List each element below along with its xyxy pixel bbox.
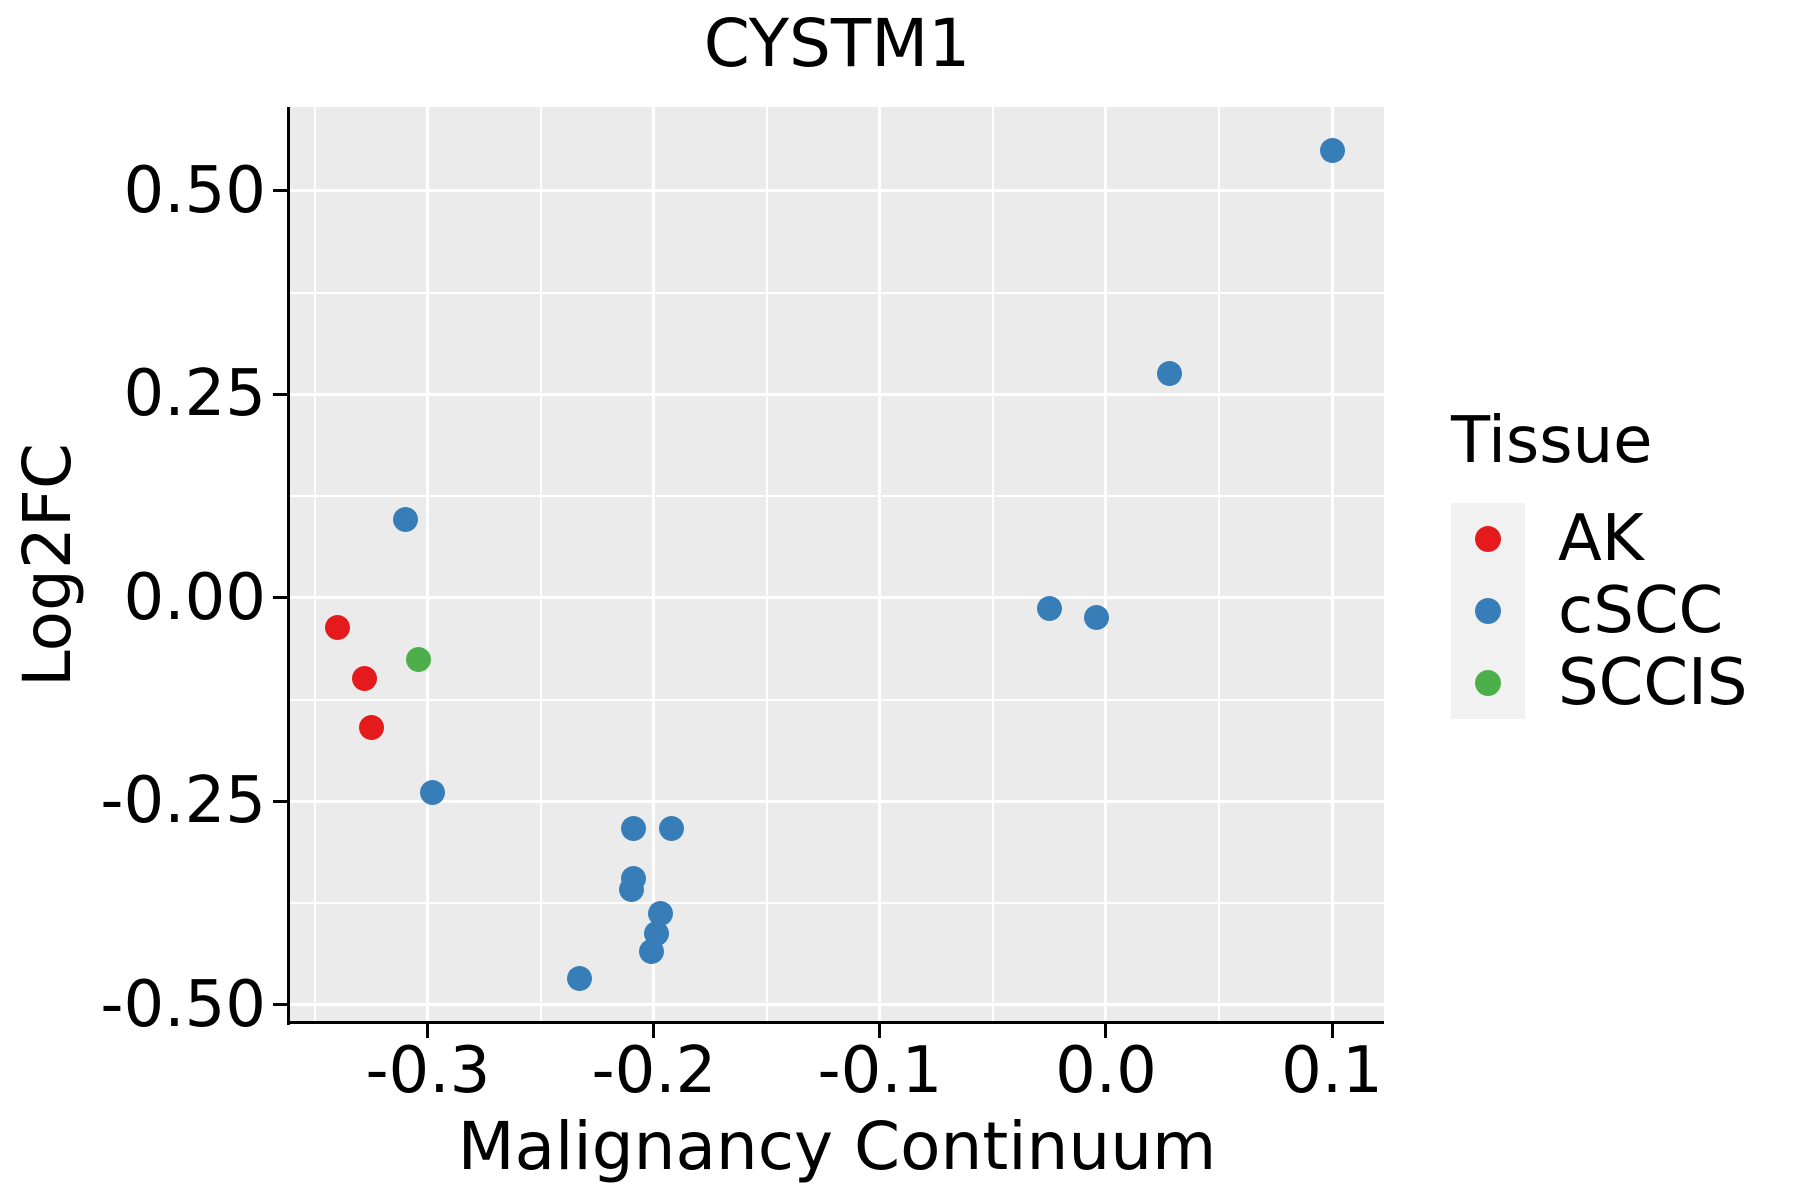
minor-gridline-x (539, 107, 542, 1022)
major-gridline-y (290, 799, 1384, 803)
data-point-cscc (1319, 137, 1345, 163)
x-axis-line (287, 1021, 1384, 1024)
x-tick-mark (1330, 1024, 1334, 1038)
major-gridline-x (1104, 107, 1108, 1022)
x-tick-label: 0.1 (1281, 1034, 1383, 1108)
minor-gridline-y (290, 698, 1384, 701)
legend-dot-cscc (1475, 598, 1501, 624)
data-point-ak (352, 665, 378, 691)
major-gridline-x (652, 107, 656, 1022)
y-tick-mark (273, 189, 287, 193)
x-tick-mark (1104, 1024, 1108, 1038)
legend-dot-ak (1475, 526, 1501, 552)
y-tick-label: 0.25 (123, 357, 267, 432)
y-axis-title-text: Log2FC (9, 443, 86, 687)
major-gridline-x (1330, 107, 1334, 1022)
x-tick-label: -0.3 (365, 1034, 491, 1108)
major-gridline-x (426, 107, 430, 1022)
data-point-sccis (406, 647, 432, 673)
legend-title: Tissue (1451, 404, 1653, 478)
data-point-cscc (618, 876, 644, 902)
y-tick-label: -0.25 (100, 764, 266, 839)
minor-gridline-x (991, 107, 994, 1022)
data-point-cscc (566, 966, 592, 992)
data-point-ak (358, 714, 384, 740)
x-tick-label: -0.1 (817, 1034, 943, 1108)
major-gridline-x (878, 107, 882, 1022)
minor-gridline-y (290, 902, 1384, 905)
x-tick-label: -0.2 (591, 1034, 717, 1108)
data-point-cscc (639, 939, 665, 965)
y-tick-mark (273, 596, 287, 600)
plot-panel (290, 107, 1384, 1022)
y-tick-label: 0.00 (123, 560, 267, 635)
y-tick-mark (273, 799, 287, 803)
data-point-cscc (621, 815, 647, 841)
x-tick-mark (878, 1024, 882, 1038)
data-point-cscc (419, 779, 445, 805)
plot-title: CYSTM1 (703, 5, 971, 82)
x-tick-mark (652, 1024, 656, 1038)
y-tick-mark (273, 392, 287, 396)
data-point-cscc (659, 815, 685, 841)
legend-key-cscc (1451, 575, 1525, 647)
data-point-ak (324, 614, 350, 640)
y-tick-mark (273, 1003, 287, 1007)
major-gridline-y (290, 1003, 1384, 1007)
minor-gridline-x (1217, 107, 1220, 1022)
major-gridline-y (290, 392, 1384, 396)
data-point-cscc (1156, 360, 1182, 386)
minor-gridline-y (290, 495, 1384, 498)
legend-key-ak (1451, 503, 1525, 575)
data-point-cscc (1084, 604, 1110, 630)
x-axis-title: Malignancy Continuum (457, 1108, 1217, 1185)
legend-label-sccis: SCCIS (1558, 646, 1748, 720)
minor-gridline-x (765, 107, 768, 1022)
legend-dot-sccis (1475, 670, 1501, 696)
y-tick-label: -0.50 (100, 967, 266, 1042)
legend-label-ak: AK (1558, 502, 1644, 576)
major-gridline-y (290, 189, 1384, 193)
major-gridline-y (290, 596, 1384, 600)
x-tick-mark (426, 1024, 430, 1038)
data-point-cscc (392, 507, 418, 533)
legend-key-sccis (1451, 647, 1525, 719)
x-tick-label: 0.0 (1055, 1034, 1157, 1108)
data-point-cscc (1036, 595, 1062, 621)
minor-gridline-x (313, 107, 316, 1022)
legend-label-cscc: cSCC (1558, 574, 1724, 648)
y-tick-label: 0.50 (123, 153, 267, 228)
minor-gridline-y (290, 291, 1384, 294)
y-axis-line (287, 107, 290, 1025)
